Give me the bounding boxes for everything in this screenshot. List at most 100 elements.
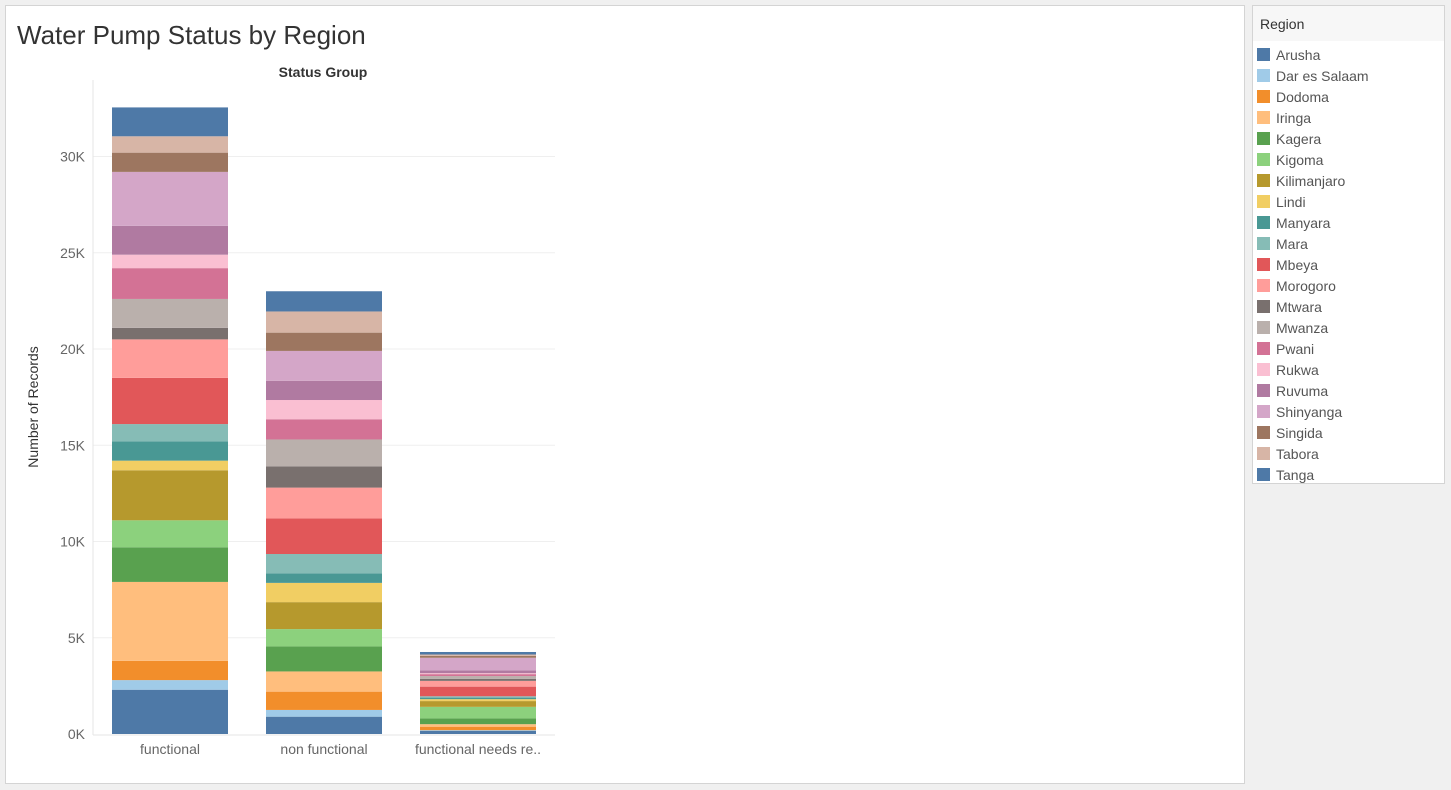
bar-segment[interactable]: [112, 107, 228, 137]
bar-segment[interactable]: [112, 298, 228, 328]
bar-segment[interactable]: [112, 377, 228, 425]
bar-segment[interactable]: [420, 651, 536, 655]
y-tick-label: 0K: [68, 726, 86, 742]
bar-segment[interactable]: [266, 466, 382, 488]
bar-segment[interactable]: [420, 657, 536, 671]
legend-item[interactable]: Tabora: [1253, 443, 1444, 464]
bar-segment[interactable]: [112, 424, 228, 442]
legend-item[interactable]: Kigoma: [1253, 149, 1444, 170]
bar-segment[interactable]: [420, 699, 536, 702]
bar-segment[interactable]: [112, 441, 228, 461]
bar-segment[interactable]: [420, 670, 536, 674]
legend-item[interactable]: Iringa: [1253, 107, 1444, 128]
bar-segment[interactable]: [266, 602, 382, 630]
bar-segment[interactable]: [420, 654, 536, 656]
bar-segment[interactable]: [420, 724, 536, 727]
bar-segment[interactable]: [266, 419, 382, 440]
legend-item[interactable]: Ruvuma: [1253, 380, 1444, 401]
bar-segment[interactable]: [112, 689, 228, 734]
bar-segment[interactable]: [112, 254, 228, 269]
bar-segment[interactable]: [266, 554, 382, 574]
bar-segment[interactable]: [420, 676, 536, 679]
legend-swatch: [1257, 195, 1270, 208]
bar-segment[interactable]: [266, 487, 382, 519]
legend-item[interactable]: Rukwa: [1253, 359, 1444, 380]
bar-segment[interactable]: [420, 655, 536, 658]
bar-segment[interactable]: [112, 327, 228, 340]
legend-item[interactable]: Kilimanjaro: [1253, 170, 1444, 191]
bar-segment[interactable]: [112, 581, 228, 661]
bar-segment[interactable]: [420, 706, 536, 719]
bar-segment[interactable]: [266, 518, 382, 555]
bar-segment[interactable]: [266, 400, 382, 420]
bar-segment[interactable]: [420, 730, 536, 731]
bar-segment[interactable]: [420, 697, 536, 700]
bar-segment[interactable]: [420, 718, 536, 725]
bar-segment[interactable]: [266, 573, 382, 583]
bar-segment[interactable]: [420, 730, 536, 734]
bar-segment[interactable]: [420, 696, 536, 698]
bar-segment[interactable]: [112, 136, 228, 153]
legend-swatch: [1257, 132, 1270, 145]
legend-item[interactable]: Kagera: [1253, 128, 1444, 149]
legend-label: Lindi: [1276, 193, 1306, 210]
legend-item[interactable]: Morogoro: [1253, 275, 1444, 296]
bar-segment[interactable]: [266, 691, 382, 710]
legend-swatch: [1257, 405, 1270, 418]
bar-segment[interactable]: [112, 152, 228, 172]
legend-item[interactable]: Singida: [1253, 422, 1444, 443]
legend-swatch: [1257, 153, 1270, 166]
legend-item[interactable]: Mwanza: [1253, 317, 1444, 338]
bar-segment[interactable]: [420, 726, 536, 731]
legend-swatch: [1257, 363, 1270, 376]
bar-segment[interactable]: [420, 678, 536, 681]
bar-segment[interactable]: [266, 291, 382, 312]
bar-segment[interactable]: [266, 671, 382, 692]
legend-swatch: [1257, 258, 1270, 271]
bar-segment[interactable]: [112, 547, 228, 582]
bar-segment[interactable]: [112, 470, 228, 521]
bar-segment[interactable]: [112, 680, 228, 690]
legend-item[interactable]: Tanga: [1253, 464, 1444, 485]
bar-segment[interactable]: [420, 686, 536, 697]
legend-item[interactable]: Manyara: [1253, 212, 1444, 233]
bar-segment[interactable]: [112, 225, 228, 255]
legend-item[interactable]: Mtwara: [1253, 296, 1444, 317]
y-tick-label: 20K: [60, 341, 86, 357]
y-tick-label: 15K: [60, 437, 86, 453]
bar-segment[interactable]: [112, 660, 228, 681]
bar-segment[interactable]: [266, 380, 382, 401]
bars: [112, 107, 536, 734]
legend-item[interactable]: Dar es Salaam: [1253, 65, 1444, 86]
legend-label: Ruvuma: [1276, 382, 1329, 399]
legend-item[interactable]: Lindi: [1253, 191, 1444, 212]
legend-swatch: [1257, 447, 1270, 460]
bar-segment[interactable]: [420, 673, 536, 675]
bar-segment[interactable]: [112, 268, 228, 299]
bar-segment[interactable]: [266, 311, 382, 333]
legend-item[interactable]: Mbeya: [1253, 254, 1444, 275]
bar-segment[interactable]: [266, 709, 382, 717]
bar-segment[interactable]: [112, 520, 228, 548]
legend-item[interactable]: Mara: [1253, 233, 1444, 254]
bar-segment[interactable]: [266, 646, 382, 672]
bar-segment[interactable]: [266, 439, 382, 467]
bar-segment[interactable]: [112, 171, 228, 226]
bar-segment[interactable]: [266, 582, 382, 603]
bar-segment[interactable]: [112, 460, 228, 471]
bar-segment[interactable]: [266, 332, 382, 351]
legend-item[interactable]: Pwani: [1253, 338, 1444, 359]
bar-segment[interactable]: [266, 629, 382, 647]
legend-item[interactable]: Shinyanga: [1253, 401, 1444, 422]
bar-segment[interactable]: [112, 339, 228, 378]
bar-segment[interactable]: [266, 716, 382, 734]
bar-segment[interactable]: [420, 680, 536, 687]
bar-segment[interactable]: [420, 674, 536, 677]
legend-item[interactable]: Dodoma: [1253, 86, 1444, 107]
column-header: Status Group: [279, 64, 368, 80]
legend-label: Tanga: [1276, 466, 1315, 483]
legend-label: Kigoma: [1276, 151, 1324, 168]
bar-segment[interactable]: [266, 350, 382, 381]
legend-item[interactable]: Arusha: [1253, 44, 1444, 65]
bar-segment[interactable]: [420, 701, 536, 707]
